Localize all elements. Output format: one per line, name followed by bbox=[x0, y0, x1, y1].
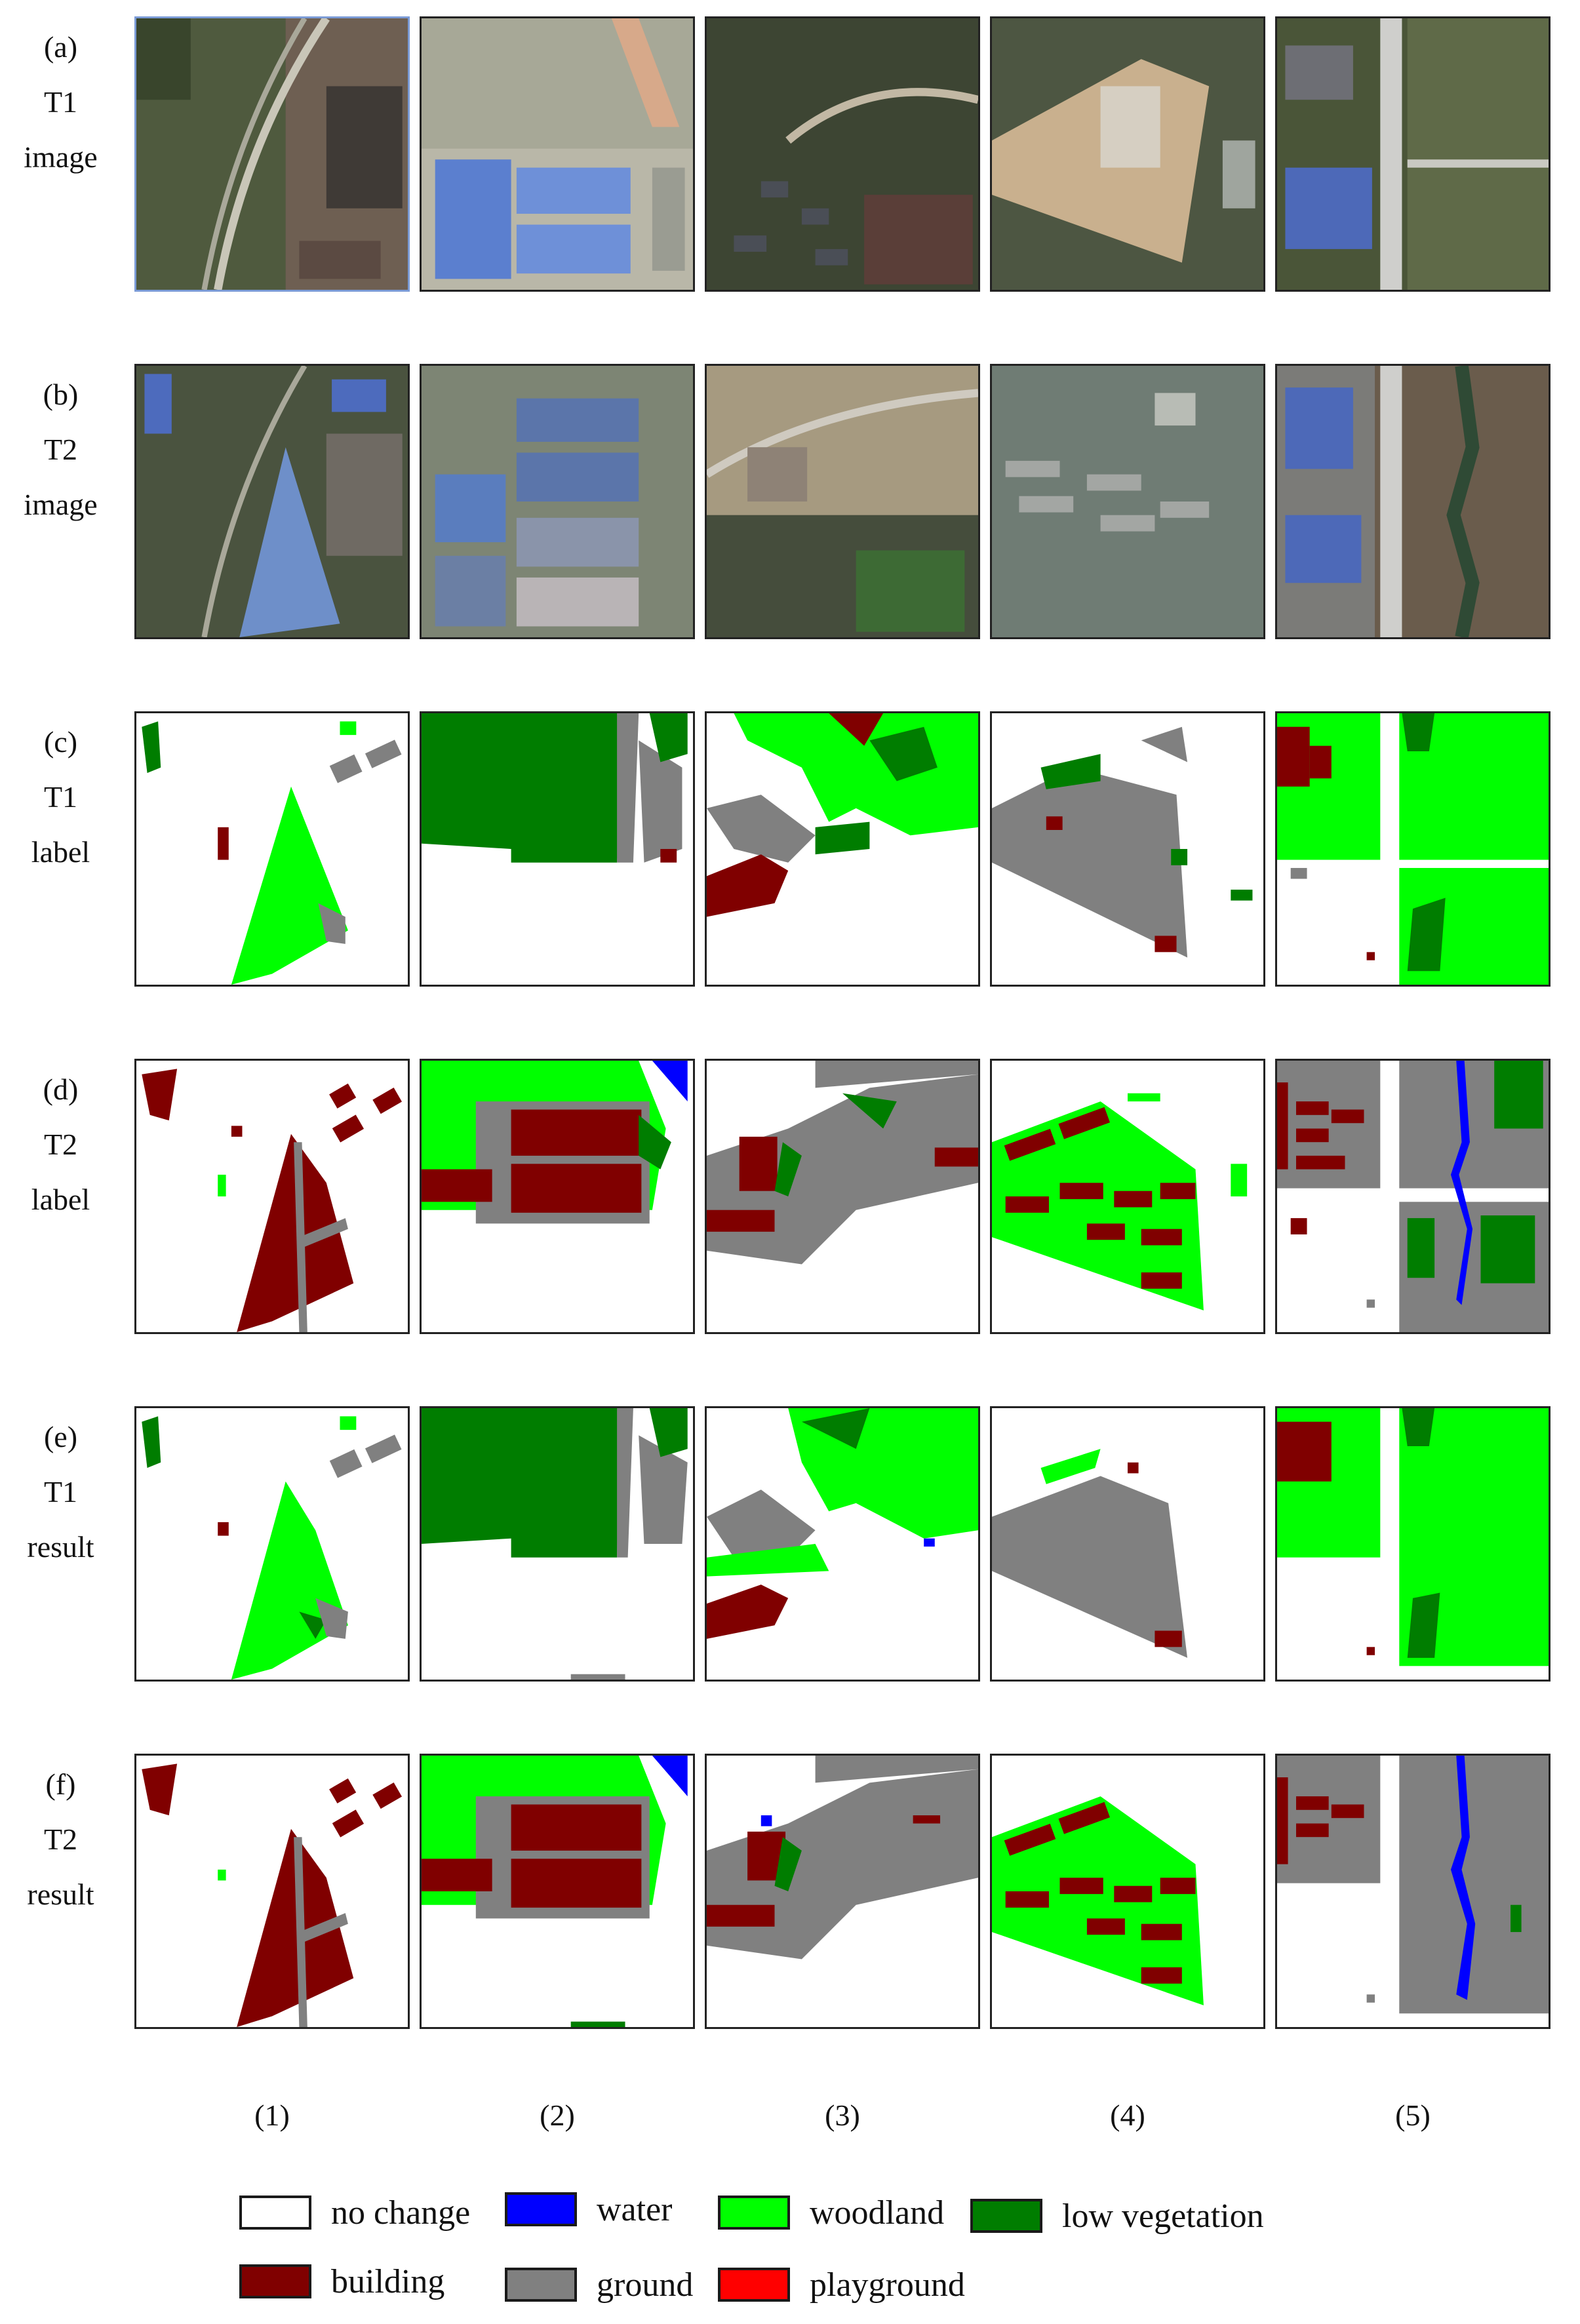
row-label-c: (c) T1 label bbox=[0, 715, 121, 880]
row-label-f-line2: T2 bbox=[43, 1822, 78, 1856]
row-label-a-line2: T1 bbox=[43, 85, 78, 119]
t2-image-4 bbox=[990, 364, 1265, 639]
legend-no-change: no change bbox=[239, 2193, 470, 2232]
t1-label-1 bbox=[134, 711, 410, 987]
t1-label-3 bbox=[705, 711, 980, 987]
t1-image-1 bbox=[134, 16, 410, 292]
t2-result-2 bbox=[420, 1754, 695, 2029]
row-label-d-line1: (d) bbox=[43, 1073, 79, 1106]
row-label-e-line2: T1 bbox=[43, 1475, 78, 1508]
column-label-3: (3) bbox=[825, 2098, 860, 2132]
legend-swatch-low-vegetation bbox=[970, 2199, 1042, 2233]
t1-image-2 bbox=[420, 16, 695, 292]
t2-result-4 bbox=[990, 1754, 1265, 2029]
row-label-e: (e) T1 result bbox=[0, 1409, 121, 1575]
t1-label-5 bbox=[1275, 711, 1550, 987]
t2-label-4 bbox=[990, 1059, 1265, 1334]
row-label-a-line3: image bbox=[24, 140, 98, 174]
legend-label-building: building bbox=[331, 2262, 445, 2300]
t2-image-2 bbox=[420, 364, 695, 639]
legend-label-playground: playground bbox=[810, 2266, 965, 2304]
row-label-c-line3: label bbox=[31, 835, 90, 869]
t1-label-2 bbox=[420, 711, 695, 987]
t2-label-5 bbox=[1275, 1059, 1550, 1334]
t1-label-4 bbox=[990, 711, 1265, 987]
row-label-d-line2: T2 bbox=[43, 1128, 78, 1161]
row-label-a-line1: (a) bbox=[43, 30, 78, 64]
column-label-4: (4) bbox=[1110, 2098, 1145, 2132]
row-label-b: (b) T2 image bbox=[0, 367, 121, 532]
legend-label-low-vegetation: low vegetation bbox=[1062, 2197, 1264, 2235]
legend-swatch-no-change bbox=[239, 2196, 311, 2230]
legend-label-ground: ground bbox=[597, 2266, 694, 2304]
legend-water: water bbox=[505, 2190, 672, 2229]
column-label-5: (5) bbox=[1395, 2098, 1431, 2132]
legend-building: building bbox=[239, 2262, 444, 2301]
row-label-f-line3: result bbox=[27, 1878, 94, 1911]
row-label-f-line1: (f) bbox=[45, 1767, 76, 1801]
column-label-2: (2) bbox=[540, 2098, 575, 2132]
legend-swatch-building bbox=[239, 2264, 311, 2298]
t2-image-3 bbox=[705, 364, 980, 639]
t1-result-2 bbox=[420, 1406, 695, 1682]
legend-swatch-ground bbox=[505, 2268, 577, 2302]
row-label-a: (a) T1 image bbox=[0, 20, 121, 185]
legend-label-woodland: woodland bbox=[810, 2194, 945, 2232]
t2-result-1 bbox=[134, 1754, 410, 2029]
legend-woodland: woodland bbox=[718, 2193, 944, 2232]
row-label-f: (f) T2 result bbox=[0, 1757, 121, 1922]
t1-image-5 bbox=[1275, 16, 1550, 292]
t2-result-3 bbox=[705, 1754, 980, 2029]
t2-image-1 bbox=[134, 364, 410, 639]
t1-result-1 bbox=[134, 1406, 410, 1682]
row-label-e-line1: (e) bbox=[43, 1420, 78, 1453]
row-label-e-line3: result bbox=[27, 1530, 94, 1564]
legend-ground: ground bbox=[505, 2265, 693, 2304]
legend-low-vegetation: low vegetation bbox=[970, 2196, 1264, 2235]
row-label-c-line2: T1 bbox=[43, 780, 78, 814]
t2-result-5 bbox=[1275, 1754, 1550, 2029]
column-label-1: (1) bbox=[254, 2098, 290, 2132]
legend-swatch-water bbox=[505, 2192, 577, 2226]
legend-label-water: water bbox=[597, 2190, 673, 2228]
t1-image-4 bbox=[990, 16, 1265, 292]
row-label-d-line3: label bbox=[31, 1183, 90, 1216]
legend-swatch-playground bbox=[718, 2268, 790, 2302]
t2-image-5 bbox=[1275, 364, 1550, 639]
row-label-b-line2: T2 bbox=[43, 433, 78, 466]
t1-result-5 bbox=[1275, 1406, 1550, 1682]
t2-label-1 bbox=[134, 1059, 410, 1334]
legend-label-no-change: no change bbox=[331, 2194, 471, 2232]
t2-label-3 bbox=[705, 1059, 980, 1334]
t1-result-3 bbox=[705, 1406, 980, 1682]
t1-result-4 bbox=[990, 1406, 1265, 1682]
row-label-b-line3: image bbox=[24, 488, 98, 521]
row-label-d: (d) T2 label bbox=[0, 1062, 121, 1227]
row-label-c-line1: (c) bbox=[43, 725, 78, 758]
row-label-b-line1: (b) bbox=[43, 378, 79, 411]
legend-swatch-woodland bbox=[718, 2196, 790, 2230]
t1-image-3 bbox=[705, 16, 980, 292]
legend-playground: playground bbox=[718, 2265, 965, 2304]
t2-label-2 bbox=[420, 1059, 695, 1334]
